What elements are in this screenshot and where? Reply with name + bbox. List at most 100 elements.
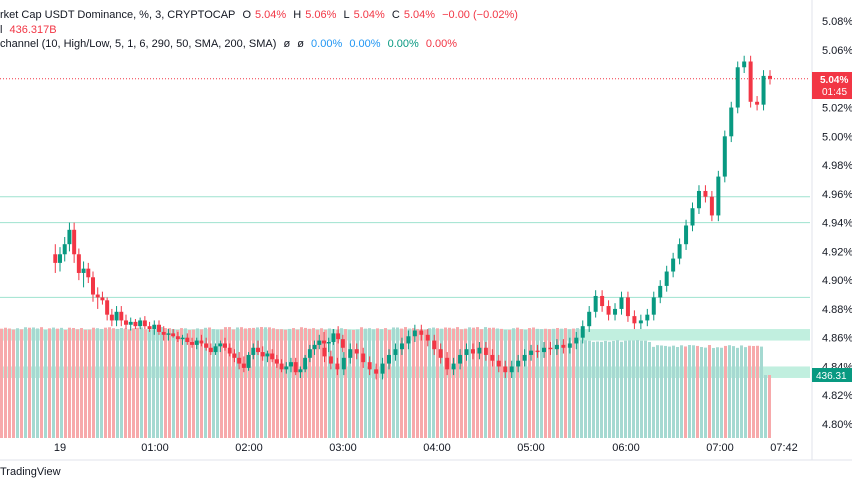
volume-bar: [600, 341, 603, 438]
volume-bar: [308, 328, 311, 438]
volume-bar: [92, 327, 95, 438]
candle-body: [100, 297, 105, 301]
volume-bar: [268, 327, 271, 438]
volume-bar: [580, 340, 583, 438]
candle-body: [574, 337, 579, 344]
ohlc-open-label: O: [242, 9, 251, 21]
volume-bar: [196, 328, 199, 438]
volume-bar: [616, 340, 619, 438]
candle-body: [684, 225, 689, 245]
y-tick-label: 5.06%: [822, 45, 852, 57]
volume-bar: [324, 329, 327, 438]
y-tick-label: 4.82%: [822, 390, 852, 402]
volume-bar: [128, 329, 131, 438]
volume-bar: [332, 329, 335, 438]
volume-bar: [500, 328, 503, 438]
volume-bar: [620, 341, 623, 438]
y-tick-label: 4.86%: [822, 333, 852, 345]
tradingview-logo-text[interactable]: TradingView: [0, 466, 61, 478]
volume-bar: [712, 347, 715, 438]
volume-bar: [472, 327, 475, 438]
volume-bar: [212, 329, 215, 438]
volume-bar: [692, 345, 695, 438]
volume-bar: [532, 327, 535, 438]
candle-body: [328, 356, 333, 364]
candle-body: [580, 326, 585, 338]
indicator-value-4: 0.00%: [425, 38, 458, 50]
candle-body: [658, 285, 663, 298]
volume-bar: [520, 329, 523, 438]
y-tick-label: 4.80%: [822, 419, 852, 431]
candle-body: [303, 357, 308, 370]
volume-bar: [524, 329, 527, 438]
candle-body: [561, 344, 566, 348]
candle-body: [171, 333, 176, 337]
volume-bar: [76, 329, 79, 438]
volume-bar: [680, 345, 683, 438]
x-tick-label: 05:00: [517, 442, 545, 454]
volume-bar: [124, 328, 127, 438]
volume-bar: [260, 327, 263, 438]
volume-bar: [640, 340, 643, 438]
indicator-value-2: 0.00%: [349, 38, 381, 50]
volume-bar: [96, 328, 99, 438]
volume-bar: [716, 347, 719, 438]
volume-bar: [648, 341, 651, 438]
candle-body: [716, 176, 721, 216]
volume-bar: [464, 328, 467, 438]
volume-layer: [0, 327, 771, 438]
volume-bar: [4, 327, 7, 438]
candle-body: [138, 320, 143, 327]
volume-bar: [564, 328, 567, 438]
volume-bar: [724, 345, 727, 438]
volume-bar: [104, 327, 107, 438]
volume-bar: [304, 327, 307, 438]
candle-body: [128, 321, 133, 325]
y-tick-label: 4.98%: [822, 160, 852, 172]
volume-bar: [84, 329, 87, 438]
ohlc-low-label: L: [343, 9, 350, 21]
symbol-title: rket Cap USDT Dominance, %, 3, CRYPTOCAP: [0, 9, 236, 21]
volume-bar: [340, 328, 343, 438]
ohlc-close-value: 5.04%: [403, 9, 436, 21]
volume-bar: [52, 327, 55, 438]
candle-body: [340, 339, 345, 348]
candle-body: [503, 366, 508, 373]
volume-bar: [436, 328, 439, 438]
volume-bar: [544, 328, 547, 438]
candle-body: [587, 311, 592, 327]
volume-bar: [88, 329, 91, 438]
candle-body: [567, 343, 572, 348]
candle-body: [613, 308, 618, 315]
candle-body: [147, 326, 152, 330]
candle-body: [241, 363, 246, 368]
volume-bar: [768, 375, 771, 438]
volume-bar: [216, 329, 219, 438]
y-tick-label: 4.96%: [822, 189, 852, 201]
volume-bar: [372, 329, 375, 438]
volume-bar: [352, 329, 355, 438]
volume-bar: [148, 329, 151, 438]
candle-body: [554, 344, 559, 350]
volume-bar: [560, 328, 563, 438]
candle-body: [709, 196, 714, 216]
volume-bar: [548, 329, 551, 438]
candle-body: [256, 347, 260, 353]
candle-body: [619, 297, 624, 309]
volume-bar: [208, 327, 211, 438]
candle-body: [412, 330, 417, 337]
volume-bar: [708, 345, 711, 438]
volume-bar: [572, 328, 575, 438]
candle-body: [270, 353, 275, 360]
candle-body: [218, 343, 223, 347]
volume-bar: [376, 328, 379, 438]
candle-body: [152, 324, 157, 330]
volume-bar: [496, 328, 499, 438]
volume-bar: [684, 346, 687, 438]
volume-bar: [412, 328, 415, 438]
y-tick-label: 4.90%: [822, 275, 852, 287]
volume-bar: [180, 328, 183, 438]
volume-bar: [392, 327, 395, 438]
volume-bar: [636, 340, 639, 438]
